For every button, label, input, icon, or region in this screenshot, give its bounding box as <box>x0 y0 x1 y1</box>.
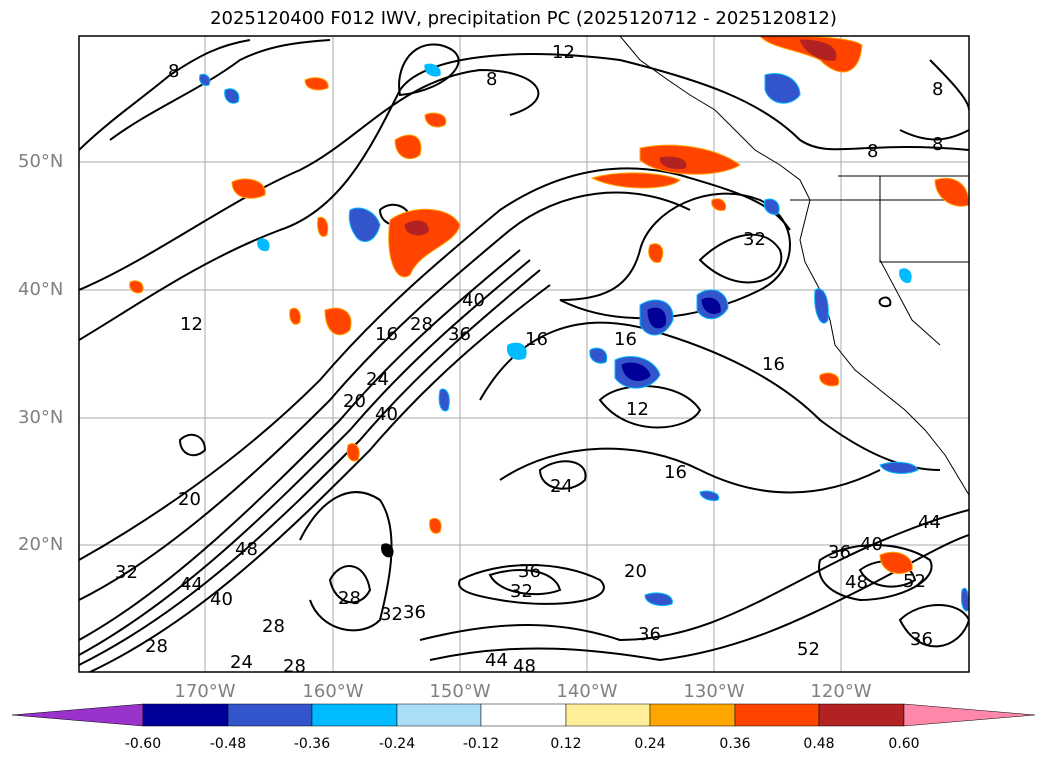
colorbar-segment <box>11 703 144 727</box>
contour-label: 16 <box>762 354 785 375</box>
colorbar-segment <box>903 703 1036 727</box>
contour-label: 8 <box>932 134 943 155</box>
contour-label: 32 <box>380 604 403 625</box>
map-frame <box>78 35 970 673</box>
contour-label: 8 <box>486 69 497 90</box>
contour-label: 8 <box>867 141 878 162</box>
contour-label: 24 <box>230 652 253 673</box>
contour-label: 52 <box>903 571 926 592</box>
contour-label: 28 <box>410 314 433 335</box>
lat-label: 20°N <box>18 534 64 555</box>
colorbar-label: -0.12 <box>462 736 500 752</box>
lon-label: 120°W <box>810 681 872 702</box>
contour-label: 20 <box>624 561 647 582</box>
contour-label: 20 <box>343 391 366 412</box>
contour-label: 40 <box>375 404 398 425</box>
contour-label: 48 <box>845 572 868 593</box>
colorbar-segment <box>734 703 820 727</box>
colorbar-segment <box>818 703 905 727</box>
contour-label: 24 <box>366 369 389 390</box>
contour-label: 28 <box>262 616 285 637</box>
contour-label: 36 <box>403 602 426 623</box>
contour-label: 16 <box>525 329 548 350</box>
contour-label: 44 <box>180 574 203 595</box>
lon-label: 160°W <box>302 681 364 702</box>
lat-label: 40°N <box>18 279 64 300</box>
colorbar-segment <box>227 703 313 727</box>
colorbar-label: -0.24 <box>378 736 416 752</box>
contour-label: 8 <box>168 61 179 82</box>
contour-label: 36 <box>638 624 661 645</box>
colorbar-segment <box>142 703 229 727</box>
contour-label: 32 <box>115 562 138 583</box>
lon-label: 130°W <box>683 681 745 702</box>
colorbar-label: -0.36 <box>293 736 331 752</box>
contour-label: 36 <box>448 324 471 345</box>
map-canvas: 8 12 8 8 8 8 12 16 28 40 36 16 16 16 12 … <box>78 35 970 677</box>
contour-label: 48 <box>235 539 258 560</box>
contour-label: 40 <box>860 534 883 555</box>
coastlines <box>619 36 969 496</box>
colorbar-segment <box>649 703 736 727</box>
colorbar-label: 0.36 <box>719 736 751 752</box>
contour-label: 36 <box>828 542 851 563</box>
colorbar-segment <box>396 703 482 727</box>
contour-labels: 8 12 8 8 8 8 12 16 28 40 36 16 16 16 12 … <box>115 42 943 677</box>
precip-shading <box>129 36 969 612</box>
contour-label: 12 <box>180 314 203 335</box>
lat-label: 30°N <box>18 407 64 428</box>
colorbar-label: -0.60 <box>124 736 162 752</box>
lon-label: 170°W <box>174 681 236 702</box>
contour-label: 16 <box>614 329 637 350</box>
colorbar-segment <box>565 703 651 727</box>
contour-label: 36 <box>518 561 541 582</box>
gridlines <box>79 36 969 672</box>
contour-label: 16 <box>664 462 687 483</box>
contour-label: 44 <box>918 512 941 533</box>
iwv-contours <box>79 39 969 672</box>
lon-label: 140°W <box>556 681 618 702</box>
colorbar-label: 0.48 <box>803 736 835 752</box>
lat-label: 50°N <box>18 151 64 172</box>
colorbar-segment <box>311 703 398 727</box>
colorbar-label: 0.24 <box>634 736 666 752</box>
contour-label: 48 <box>513 656 536 677</box>
contour-label: 20 <box>178 489 201 510</box>
contour-label: 28 <box>338 588 361 609</box>
contour-label: 28 <box>283 656 306 677</box>
colorbar <box>11 703 1036 727</box>
contour-label: 32 <box>510 581 533 602</box>
contour-label: 40 <box>210 589 233 610</box>
contour-label: 8 <box>932 79 943 100</box>
contour-label: 32 <box>743 229 766 250</box>
colorbar-label: 0.12 <box>550 736 582 752</box>
contour-label: 36 <box>910 629 933 650</box>
contour-label: 40 <box>462 290 485 311</box>
contour-label: 52 <box>797 639 820 660</box>
lon-label: 150°W <box>429 681 491 702</box>
contour-label: 12 <box>552 42 575 63</box>
colorbar-segment <box>480 703 567 727</box>
map-title: 2025120400 F012 IWV, precipitation PC (2… <box>210 8 837 29</box>
contour-label: 16 <box>375 324 398 345</box>
contour-label: 12 <box>626 399 649 420</box>
contour-label: 28 <box>145 636 168 657</box>
colorbar-label: -0.48 <box>209 736 247 752</box>
contour-label: 44 <box>485 650 508 671</box>
colorbar-label: 0.60 <box>888 736 920 752</box>
contour-label: 24 <box>550 476 573 497</box>
